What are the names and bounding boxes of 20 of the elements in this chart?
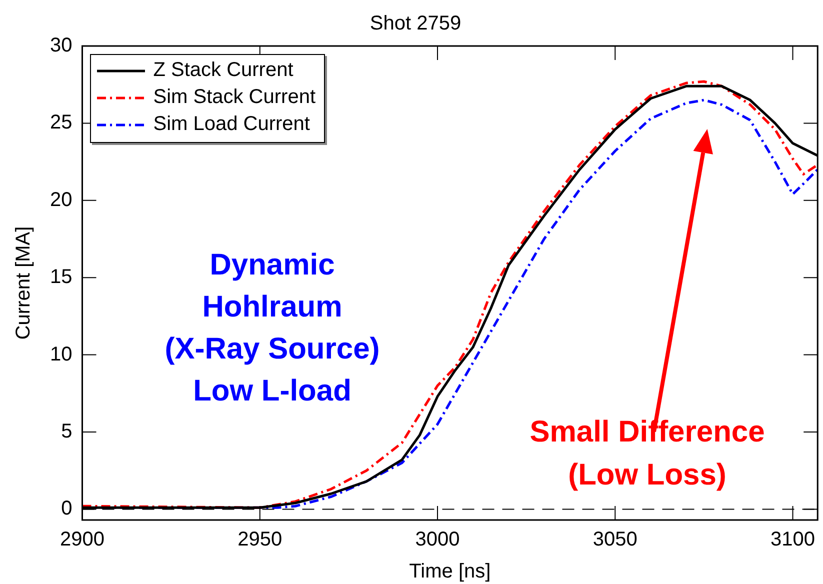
- x-tick-label: 3000: [415, 528, 460, 551]
- legend-label: Z Stack Current: [153, 59, 294, 82]
- legend-label: Sim Stack Current: [153, 86, 316, 109]
- x-tick-label: 3100: [770, 528, 816, 551]
- y-tick-label: 30: [50, 34, 72, 57]
- y-tick-label: 0: [61, 498, 72, 520]
- y-tick-label: 25: [50, 112, 72, 134]
- y-tick-label: 5: [61, 420, 72, 443]
- x-tick-label: 2950: [238, 528, 282, 551]
- y-axis-title: Current [MA]: [12, 226, 35, 340]
- annotation: Small Difference (Low Loss): [530, 415, 765, 492]
- y-tick-label: 20: [50, 188, 72, 211]
- x-tick-label: 2900: [60, 528, 104, 551]
- x-tick-label: 3050: [592, 528, 638, 551]
- y-tick-label: 15: [50, 266, 72, 288]
- y-tick-label: 10: [50, 343, 72, 366]
- annotation: Dynamic Hohlraum (X-Ray Source) Low L-load: [164, 248, 380, 408]
- chart-title: Shot 2759: [370, 12, 462, 35]
- x-axis-title: Time [ns]: [409, 560, 491, 583]
- legend-label: Sim Load Current: [153, 113, 310, 136]
